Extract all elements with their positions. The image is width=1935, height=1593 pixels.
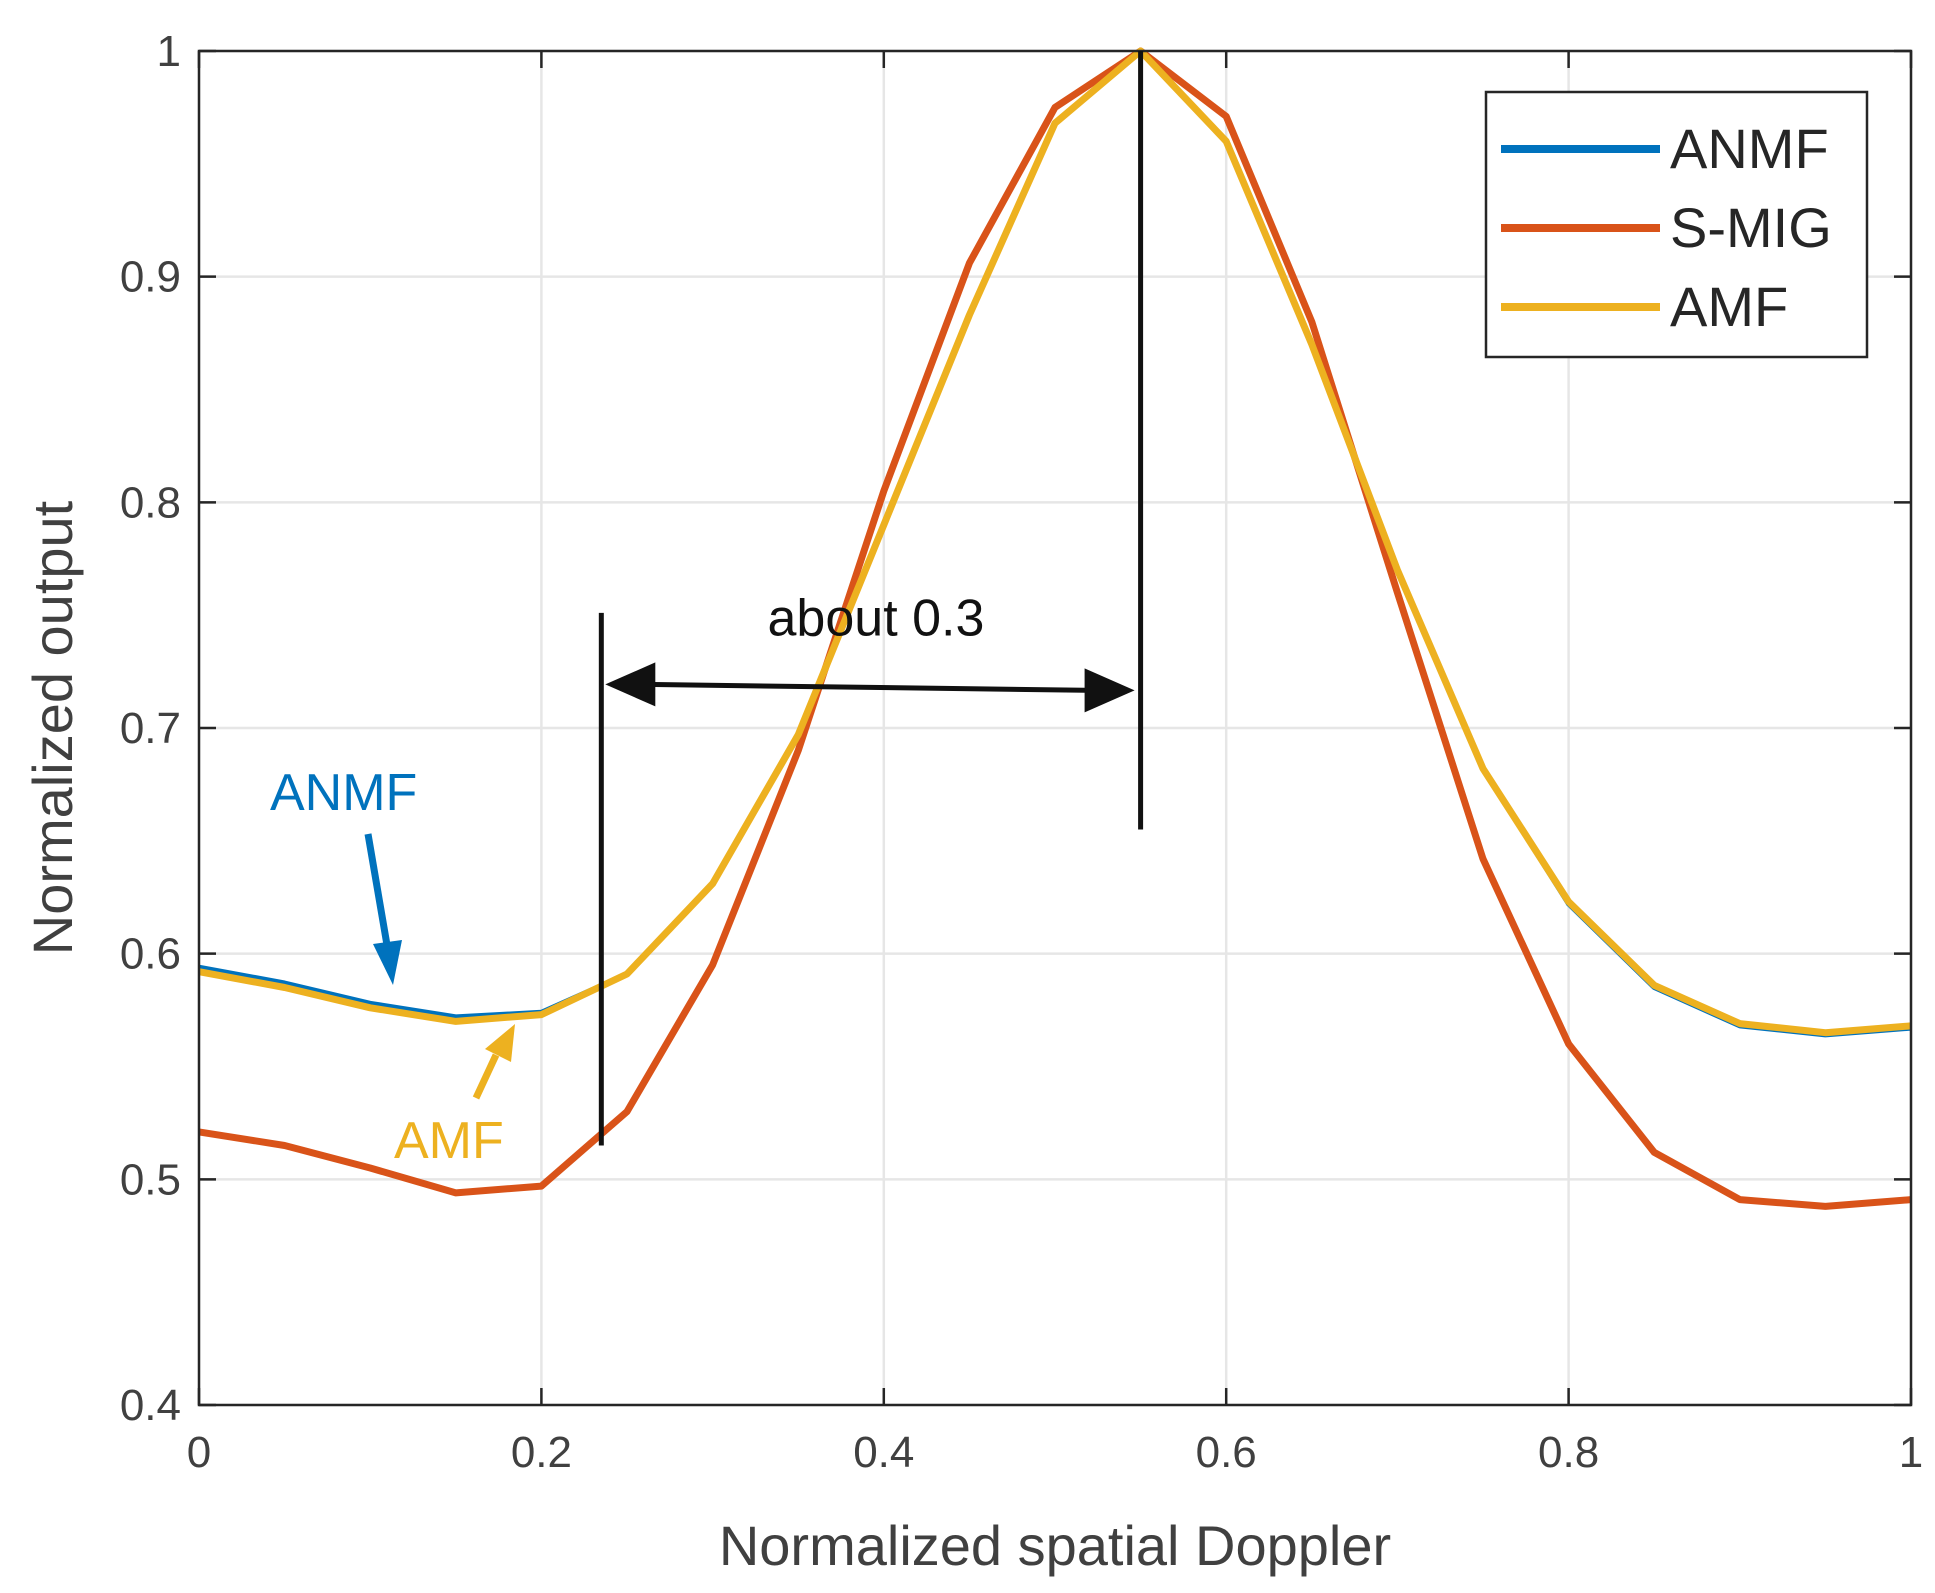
anmf-callout-arrowhead bbox=[373, 940, 402, 985]
series-line-amf bbox=[198, 47, 1912, 1037]
anmf-callout-arrow-shaft bbox=[364, 833, 391, 946]
amf-callout-arrowhead bbox=[485, 1024, 515, 1062]
y-tick-label: 0.7 bbox=[120, 704, 181, 753]
series-group bbox=[198, 47, 1912, 1210]
span-arrowhead-right bbox=[1084, 668, 1135, 713]
x-tick-label: 1 bbox=[1899, 1428, 1923, 1477]
annotations: about 0.3 ANMF AMF bbox=[270, 51, 1144, 1170]
y-tick-label: 0.4 bbox=[120, 1381, 181, 1430]
amf-callout-label: AMF bbox=[394, 1112, 504, 1170]
legend-label-anmf: ANMF bbox=[1670, 117, 1829, 180]
y-tick-label: 0.6 bbox=[120, 930, 181, 979]
x-tick-label: 0.2 bbox=[511, 1428, 572, 1477]
x-axis-title: Normalized spatial Doppler bbox=[719, 1514, 1391, 1577]
x-tick-label: 0 bbox=[187, 1428, 211, 1477]
legend: ANMF S-MIG AMF bbox=[1484, 90, 1869, 359]
grid bbox=[197, 49, 1913, 1407]
span-annotation-text: about 0.3 bbox=[768, 589, 985, 647]
amf-callout-arrow-shaft bbox=[472, 1053, 500, 1100]
y-tick-label: 0.8 bbox=[120, 478, 181, 527]
ticks: 0 0.2 0.4 0.6 0.8 1 0.4 0.5 0.6 0.7 0.8 0.9 1 bbox=[120, 27, 1923, 1477]
y-tick-label: 0.5 bbox=[120, 1155, 181, 1204]
y-tick-label: 1 bbox=[157, 27, 181, 76]
x-tick-label: 0.8 bbox=[1538, 1428, 1599, 1477]
span-arrowhead-left bbox=[605, 662, 656, 707]
x-tick-label: 0.6 bbox=[1196, 1428, 1257, 1477]
legend-label-s-mig: S-MIG bbox=[1670, 196, 1832, 259]
span-arrow-shaft bbox=[645, 681, 1095, 693]
x-tick-label: 0.4 bbox=[853, 1428, 914, 1477]
series-line-s-mig bbox=[198, 47, 1912, 1210]
y-axis-title: Normalized output bbox=[21, 500, 84, 955]
y-tick-label: 0.9 bbox=[120, 253, 181, 302]
anmf-callout-label: ANMF bbox=[270, 764, 417, 822]
legend-label-amf: AMF bbox=[1670, 275, 1788, 338]
